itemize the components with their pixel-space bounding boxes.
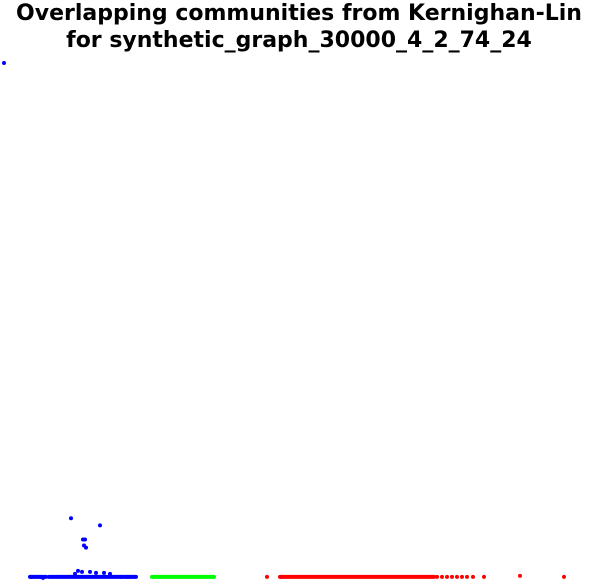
- data-point: [98, 523, 102, 528]
- data-point: [102, 570, 106, 575]
- data-point: [450, 574, 454, 579]
- chart-title: Overlapping communities from Kernighan-L…: [16, 1, 582, 26]
- chart-subtitle: for synthetic_graph_30000_4_2_74_24: [66, 28, 532, 53]
- series-1: [2, 61, 138, 580]
- data-point: [455, 574, 459, 579]
- data-point: [80, 569, 84, 574]
- data-point: [482, 574, 486, 579]
- data-point: [29, 574, 33, 579]
- data-point: [265, 574, 269, 579]
- data-point: [83, 537, 87, 542]
- series-2: [150, 574, 216, 579]
- data-point: [73, 571, 77, 576]
- data-point: [518, 573, 522, 578]
- data-point: [108, 571, 112, 576]
- data-point: [76, 568, 80, 573]
- data-point: [2, 61, 6, 66]
- data-point: [435, 574, 439, 579]
- data-point: [88, 569, 92, 574]
- data-point: [445, 574, 449, 579]
- data-point: [69, 516, 73, 521]
- data-point: [94, 570, 98, 575]
- data-point: [84, 545, 88, 550]
- data-point: [460, 574, 464, 579]
- data-point: [38, 574, 42, 579]
- data-point: [440, 574, 444, 579]
- data-point: [471, 574, 475, 579]
- plot-marks: [2, 61, 566, 580]
- data-point: [210, 574, 214, 579]
- data-point: [279, 574, 283, 579]
- data-point: [126, 574, 130, 579]
- data-point: [119, 574, 123, 579]
- data-point: [562, 574, 566, 579]
- data-point: [465, 574, 469, 579]
- data-point: [41, 575, 45, 580]
- series-3: [265, 573, 566, 579]
- chart-title-block: Overlapping communities from Kernighan-L…: [0, 0, 598, 54]
- data-point: [151, 574, 155, 579]
